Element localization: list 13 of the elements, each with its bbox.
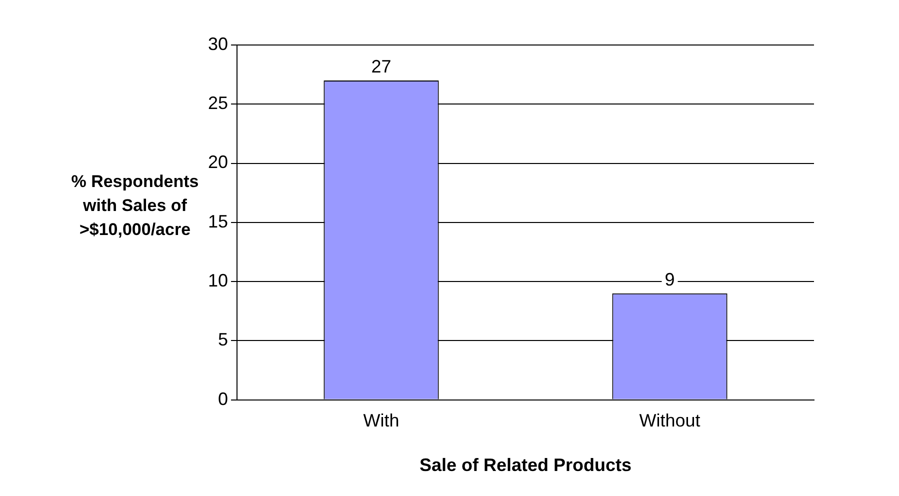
y-tick-label: 5 [218,330,228,350]
y-tick-label: 25 [208,93,228,114]
y-tick-label: 0 [218,388,228,409]
y-tick-label: 30 [208,34,228,54]
y-tick-label: 10 [208,270,228,290]
x-axis-title: Sale of Related Products [419,455,632,476]
data-label: 9 [664,269,675,290]
y-axis-title: % Respondents with Sales of >$10,000/acre [71,172,199,239]
x-tick-label: Without [639,410,700,431]
y-tick-label: 15 [208,211,228,232]
data-label: 27 [371,56,392,76]
x-tick-label: With [363,410,400,431]
y-tick-label: 20 [208,152,228,172]
